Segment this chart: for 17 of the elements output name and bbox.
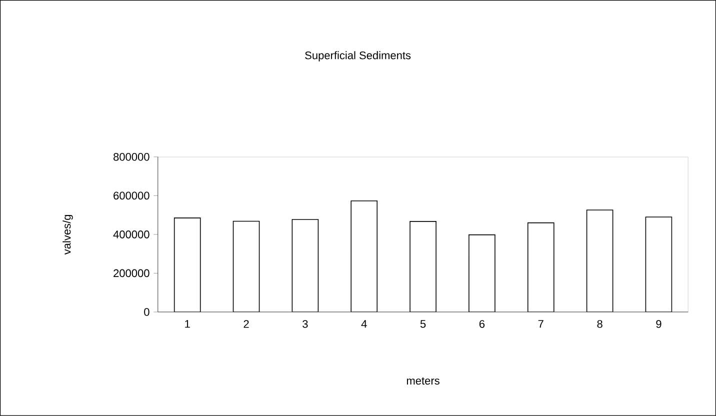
y-tick-label: 600000 — [114, 192, 150, 200]
x-tick-label: 4 — [361, 320, 367, 328]
x-tick-label: 8 — [597, 320, 602, 328]
x-tick-label: 1 — [185, 320, 190, 328]
y-tick-label: 200000 — [114, 269, 150, 278]
y-tick-label: 400000 — [113, 230, 150, 238]
x-tick-label: 2 — [244, 320, 249, 328]
x-tick-label: 5 — [420, 320, 426, 328]
x-axis-title: meters — [406, 377, 440, 385]
x-tick-label: 9 — [656, 320, 662, 328]
chart-title: Superficial Sediments — [305, 51, 411, 62]
y-axis-title: valves/g — [62, 215, 73, 255]
x-tick-label: 7 — [538, 320, 544, 328]
x-tick-label: 6 — [479, 320, 485, 328]
y-tick-label: 800000 — [114, 153, 150, 161]
x-tick-label: 3 — [302, 320, 308, 328]
y-tick-label: 0 — [144, 308, 150, 316]
